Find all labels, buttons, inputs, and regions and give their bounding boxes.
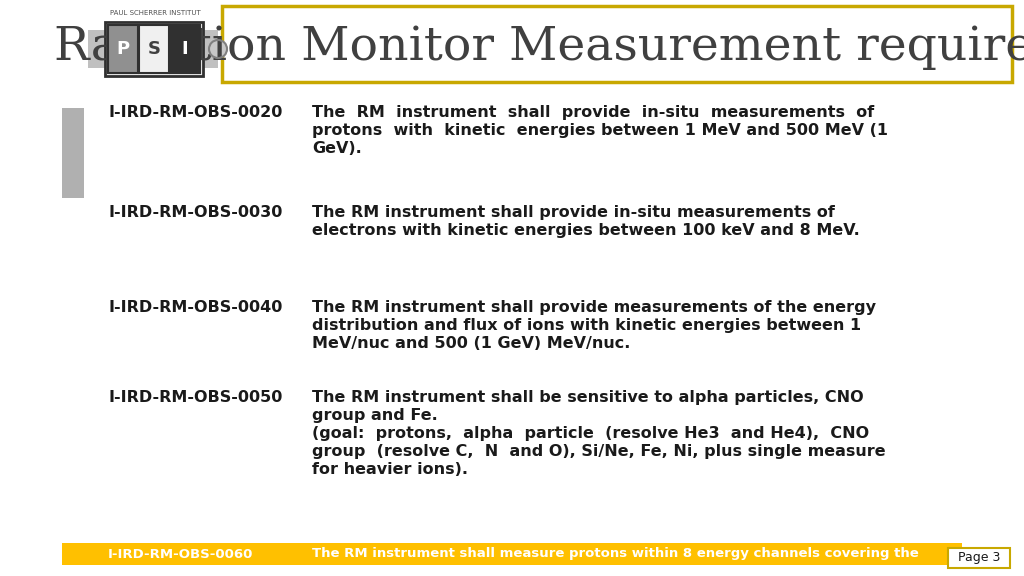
Text: group  (resolve C,  N  and O), Si/Ne, Fe, Ni, plus single measure: group (resolve C, N and O), Si/Ne, Fe, N… [312,444,886,459]
Text: The RM instrument shall provide in-situ measurements of: The RM instrument shall provide in-situ … [312,205,835,220]
Bar [139,25,169,73]
Text: I-IRD-RM-OBS-0060: I-IRD-RM-OBS-0060 [108,548,253,560]
Text: I-IRD-RM-OBS-0050: I-IRD-RM-OBS-0050 [108,390,283,405]
Text: I-IRD-RM-OBS-0030: I-IRD-RM-OBS-0030 [108,205,283,220]
Text: Page 3: Page 3 [957,551,1000,564]
Text: PAUL SCHERRER INSTITUT: PAUL SCHERRER INSTITUT [110,10,201,16]
Bar [170,25,200,73]
Text: electrons with kinetic energies between 100 keV and 8 MeV.: electrons with kinetic energies between … [312,223,860,238]
Text: distribution and flux of ions with kinetic energies between 1: distribution and flux of ions with kinet… [312,318,861,333]
Text: I-IRD-RM-OBS-0020: I-IRD-RM-OBS-0020 [108,105,283,120]
Text: MeV/nuc and 500 (1 GeV) MeV/nuc.: MeV/nuc and 500 (1 GeV) MeV/nuc. [312,336,631,351]
Text: GeV).: GeV). [312,141,361,156]
Bar [105,22,203,76]
Text: (goal:  protons,  alpha  particle  (resolve He3  and He4),  CNO: (goal: protons, alpha particle (resolve … [312,426,869,441]
Bar [108,25,138,73]
Text: The  RM  instrument  shall  provide  in-situ  measurements  of: The RM instrument shall provide in-situ … [312,105,874,120]
Text: I: I [181,40,188,58]
Text: I-IRD-RM-OBS-0040: I-IRD-RM-OBS-0040 [108,300,283,315]
Bar [62,543,962,565]
Bar [62,108,84,198]
Circle shape [209,40,227,58]
Text: S: S [147,40,161,58]
Text: Radiation Monitor Measurement requirements: Radiation Monitor Measurement requiremen… [54,24,1024,70]
Bar [88,30,218,68]
Text: P: P [117,40,130,58]
FancyBboxPatch shape [948,548,1010,568]
Text: The RM instrument shall provide measurements of the energy: The RM instrument shall provide measurem… [312,300,876,315]
Text: for heavier ions).: for heavier ions). [312,462,468,477]
Text: The RM instrument shall be sensitive to alpha particles, CNO: The RM instrument shall be sensitive to … [312,390,863,405]
Text: The RM instrument shall measure protons within 8 energy channels covering the: The RM instrument shall measure protons … [312,548,919,560]
Text: group and Fe.: group and Fe. [312,408,437,423]
Text: protons  with  kinetic  energies between 1 MeV and 500 MeV (1: protons with kinetic energies between 1 … [312,123,888,138]
